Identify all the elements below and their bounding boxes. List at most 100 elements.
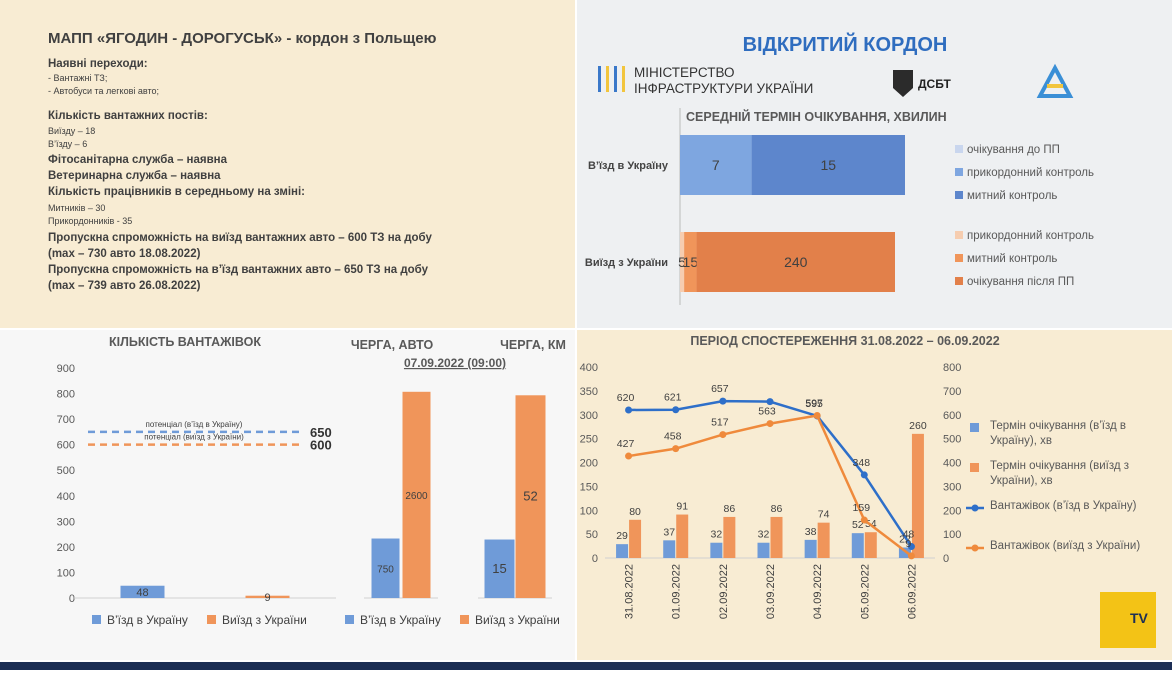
point — [719, 431, 727, 439]
value-label: 32 — [711, 529, 723, 541]
capacity: Пропускна спроможність на виїзд вантажни… — [48, 232, 433, 244]
header-title: ВІДКРИТИЙ КОРДОН — [743, 32, 948, 56]
logo-stripe — [614, 66, 617, 92]
value-label: 427 — [617, 438, 635, 450]
point — [907, 552, 915, 560]
value-label: 348 — [853, 457, 871, 469]
y-tick-label: 300 — [57, 516, 75, 528]
value-label: 657 — [711, 383, 729, 395]
reference-label: потенціал (виїзд з України) — [144, 433, 244, 442]
x-tick-label: 03.09.2022 — [765, 564, 777, 619]
info: МАПП «ЯГОДИН - ДОРОГУСЬК» - кордон з Пол… — [48, 30, 437, 292]
logo-stripe — [598, 66, 601, 92]
point — [766, 420, 774, 428]
value-label: 15 — [821, 157, 837, 173]
legend-swatch — [460, 615, 469, 624]
bar-segment — [696, 232, 895, 292]
y-tick-label: 600 — [57, 440, 75, 452]
point — [625, 452, 633, 460]
chart-title: ПЕРІОД СПОСТЕРЕЖЕННЯ 31.08.2022 – 06.09.… — [690, 334, 999, 348]
value-label: 159 — [853, 502, 871, 514]
bar — [676, 514, 689, 558]
y2-tick-label: 300 — [943, 481, 961, 493]
info-title: МАПП «ЯГОДИН - ДОРОГУСЬК» - кордон з Пол… — [48, 30, 437, 47]
bar — [817, 522, 830, 558]
service: Фітосанітарна служба – наявна — [48, 154, 228, 166]
item: Виїзду – 18 — [48, 126, 95, 136]
y-tick-label: 800 — [57, 389, 75, 401]
x-tick-label: 04.09.2022 — [812, 564, 824, 619]
point — [625, 406, 633, 414]
y-tick-label: 250 — [580, 434, 598, 446]
legend-swatch — [955, 277, 963, 285]
point — [860, 516, 868, 524]
logo-stripe — [606, 66, 609, 92]
x-tick-label: 01.09.2022 — [671, 564, 683, 619]
bar — [864, 532, 877, 558]
value-label: 9 — [906, 538, 912, 550]
watermark-box — [1100, 592, 1156, 648]
legend-swatch — [971, 504, 979, 512]
legend-swatch — [955, 145, 963, 153]
value-label: 260 — [909, 420, 927, 432]
point — [672, 445, 680, 453]
legend-swatch — [955, 191, 963, 199]
value-label: 5 — [678, 254, 686, 270]
trucks-panel — [0, 330, 575, 660]
value-label: 37 — [663, 526, 675, 538]
agency-shield — [893, 70, 913, 97]
bar — [851, 533, 864, 558]
legend-label-box: Вантажівок (виїзд з України) — [990, 540, 1140, 552]
point — [813, 411, 821, 419]
y-tick-label: 400 — [57, 491, 75, 503]
y-tick-label: 100 — [580, 505, 598, 517]
point — [907, 543, 915, 551]
y2-tick-label: 600 — [943, 410, 961, 422]
y-tick-label: 350 — [580, 386, 598, 398]
value-label: 52 — [523, 489, 537, 504]
y2-tick-label: 0 — [943, 553, 949, 565]
period-panel — [577, 330, 1172, 660]
x-tick-label: 31.08.2022 — [624, 564, 636, 619]
value-label: 2600 — [405, 491, 428, 502]
y-tick-label: 100 — [57, 567, 75, 579]
legend-swatch — [970, 423, 979, 432]
reference-label: потенціал (в’їзд в Україну) — [146, 420, 243, 429]
bar — [757, 542, 770, 558]
y-tick-label: 200 — [57, 542, 75, 554]
heading: Наявні переходи: — [48, 58, 148, 70]
heading: Кількість працівників в середньому на зм… — [48, 186, 305, 198]
reference-value: 600 — [310, 438, 332, 453]
point — [672, 406, 680, 414]
legend-label: Виїзд з України — [475, 613, 560, 627]
y-tick-label: 300 — [580, 410, 598, 422]
value-label: 38 — [805, 526, 817, 538]
item: В’їзду – 6 — [48, 139, 87, 149]
y-tick-label: 50 — [586, 529, 598, 541]
category-label: В’їзд в Україну — [588, 160, 669, 172]
legend-label: В’їзд в Україну — [360, 613, 441, 627]
bar — [484, 539, 515, 598]
ministry-name: МІНІСТЕРСТВО — [634, 65, 735, 80]
legend-swatch — [207, 615, 216, 624]
info-panel — [0, 0, 575, 328]
y2-tick-label: 700 — [943, 386, 961, 398]
value-label: 750 — [377, 564, 394, 575]
y2-tick-label: 500 — [943, 434, 961, 446]
bar-segment — [751, 135, 905, 195]
x-tick-label: 06.09.2022 — [906, 564, 918, 619]
value-label: 86 — [771, 503, 783, 515]
bar-segment — [680, 135, 752, 195]
category-label: Виїзд з України — [585, 257, 668, 269]
y2-tick-label: 100 — [943, 529, 961, 541]
legend-label-box: Термін очікування (виїзд з України), хв — [990, 460, 1129, 487]
chart-title: ЧЕРГА, КМ — [500, 338, 566, 352]
bar — [898, 547, 911, 558]
y-tick-label: 900 — [57, 363, 75, 375]
value-label: 22 — [899, 533, 911, 545]
value-label: 15 — [492, 561, 506, 576]
point — [719, 397, 727, 405]
y-tick-label: 0 — [69, 593, 75, 605]
y2-tick-label: 400 — [943, 458, 961, 470]
watermark: TV — [1100, 592, 1156, 648]
